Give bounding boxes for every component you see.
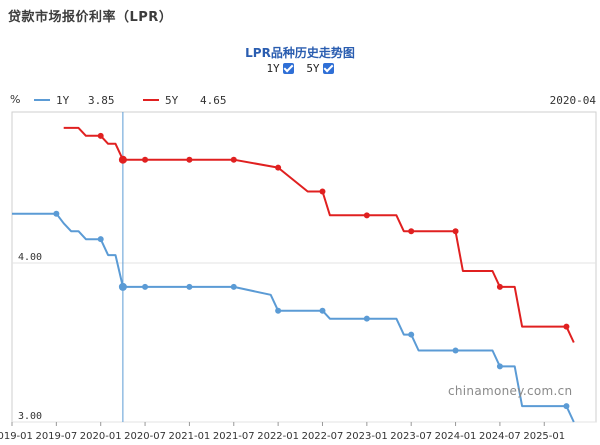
- x-tick-label: 2020-07: [124, 431, 166, 442]
- point-5y[interactable]: [496, 283, 503, 290]
- toggle-1y[interactable]: 1Y: [266, 62, 294, 75]
- y-tick-label: 4.00: [18, 252, 42, 263]
- point-5y[interactable]: [230, 156, 237, 163]
- toggle-1y-checkbox[interactable]: [282, 63, 294, 74]
- grid: [11, 111, 597, 423]
- cursor-date-label: 2020-04: [550, 94, 597, 107]
- point-1y[interactable]: [142, 283, 149, 290]
- point-5y[interactable]: [142, 156, 149, 163]
- toggle-1y-label: 1Y: [266, 62, 280, 75]
- legend-1y-value: 3.85: [88, 94, 115, 107]
- point-5y[interactable]: [97, 132, 104, 139]
- point-5y[interactable]: [408, 228, 415, 235]
- series-toggles: 1Y 5Y: [0, 62, 600, 75]
- point-5y[interactable]: [452, 228, 459, 235]
- page-title: 贷款市场报价利率（LPR）: [8, 10, 173, 25]
- plot-frame: [11, 111, 597, 423]
- x-axis: 2019-012019-072020-012020-072021-012021-…: [0, 422, 565, 442]
- y-axis: 4.00 3.00: [18, 252, 42, 422]
- legend-1y-name: 1Y: [56, 94, 70, 107]
- legend-5y-value: 4.65: [200, 94, 227, 107]
- series-markers: [53, 132, 570, 410]
- point-1y[interactable]: [53, 210, 60, 217]
- point-5y[interactable]: [319, 188, 326, 195]
- x-tick-label: 2022-01: [257, 431, 299, 442]
- x-tick-label: 2023-07: [390, 431, 432, 442]
- x-tick-label: 2024-01: [435, 431, 477, 442]
- x-tick-label: 2022-07: [302, 431, 344, 442]
- series-line-5y: [63, 126, 575, 343]
- point-1y[interactable]: [408, 331, 415, 338]
- point-5y[interactable]: [563, 323, 570, 330]
- point-1y[interactable]: [563, 403, 570, 410]
- chart-title: LPR品种历史走势图: [245, 46, 355, 60]
- point-1y[interactable]: [496, 363, 503, 370]
- x-tick-label: 2020-01: [80, 431, 122, 442]
- watermark: chinamoney.com.cn: [448, 384, 573, 398]
- point-5y[interactable]: [186, 156, 193, 163]
- series-lines: [12, 126, 575, 423]
- point-1y[interactable]: [275, 307, 282, 314]
- x-tick-label: 2019-07: [35, 431, 77, 442]
- toggle-5y[interactable]: 5Y: [306, 62, 334, 75]
- point-1y[interactable]: [452, 347, 459, 354]
- point-1y[interactable]: [118, 282, 127, 291]
- point-1y[interactable]: [97, 236, 104, 243]
- x-tick-label: 2019-01: [0, 431, 33, 442]
- point-1y[interactable]: [186, 283, 193, 290]
- point-5y[interactable]: [275, 164, 282, 171]
- x-tick-label: 2021-07: [213, 431, 255, 442]
- x-tick-label: 2025-01: [523, 431, 565, 442]
- y-tick-label: 3.00: [18, 411, 42, 422]
- toggle-5y-checkbox[interactable]: [322, 63, 334, 74]
- point-5y[interactable]: [363, 212, 370, 219]
- legend-5y-name: 5Y: [165, 94, 179, 107]
- point-1y[interactable]: [319, 307, 326, 314]
- point-1y[interactable]: [363, 315, 370, 322]
- toggle-5y-label: 5Y: [306, 62, 320, 75]
- x-tick-label: 2021-01: [169, 431, 211, 442]
- point-5y[interactable]: [118, 155, 127, 164]
- x-tick-label: 2023-01: [346, 431, 388, 442]
- unit-label: %: [10, 93, 20, 106]
- x-tick-label: 2024-07: [479, 431, 521, 442]
- point-1y[interactable]: [230, 283, 237, 290]
- legend: 1Y 3.85 5Y 4.65: [34, 94, 227, 107]
